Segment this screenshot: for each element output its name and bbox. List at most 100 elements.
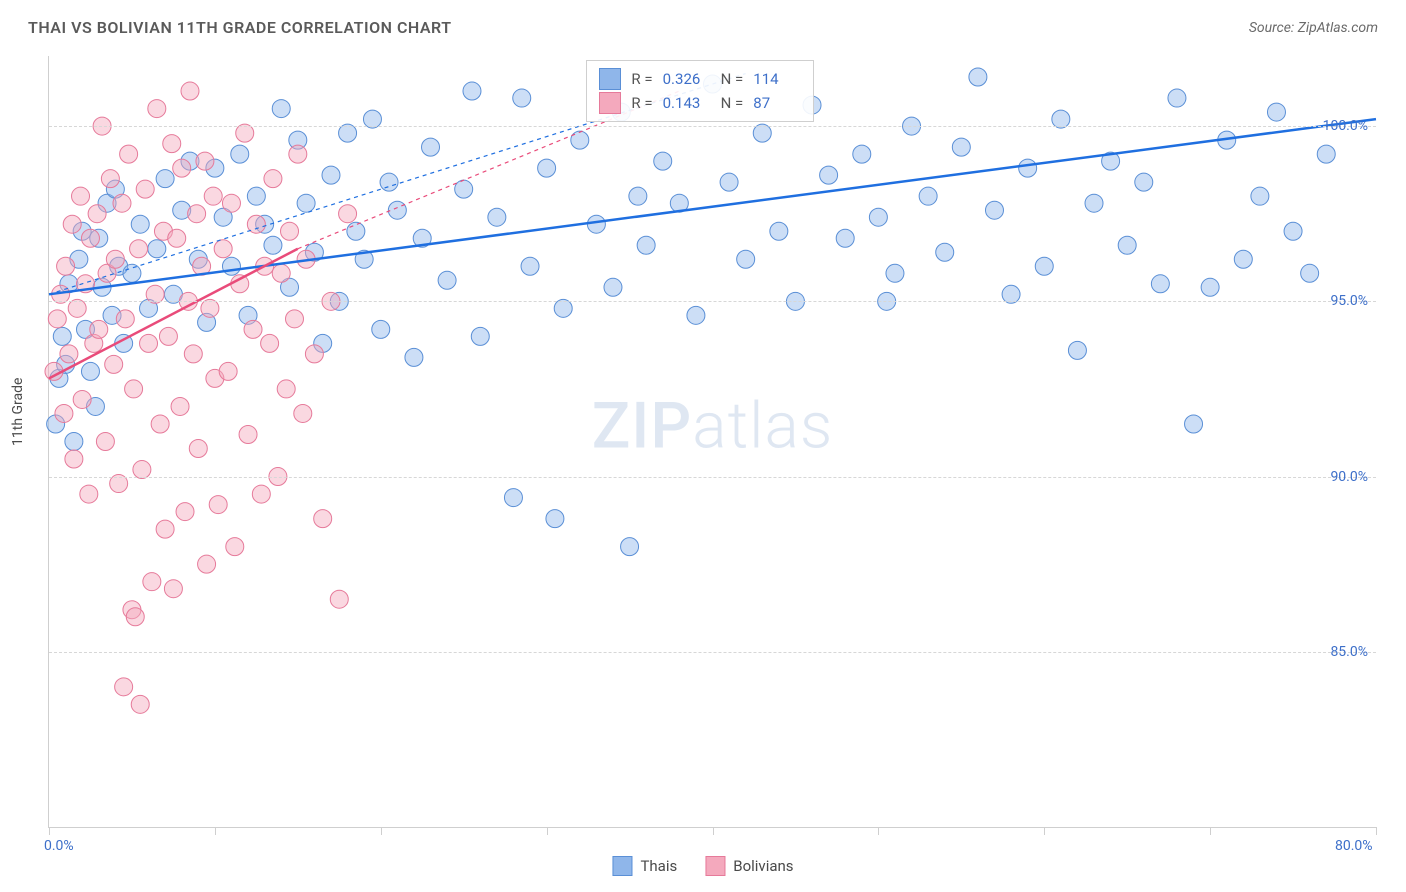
data-point [81,229,99,247]
data-point [1267,103,1285,121]
data-point [1284,222,1302,240]
data-point [405,348,423,366]
trend-line [49,249,298,379]
data-point [48,310,66,328]
data-point [63,215,81,233]
data-point [57,257,75,275]
data-point [126,608,144,626]
data-point [189,440,207,458]
data-point [513,89,531,107]
data-point [1251,187,1269,205]
data-point [504,489,522,507]
data-point [1118,236,1136,254]
data-point [571,131,589,149]
stat-n-label: N = [721,91,744,115]
stat-r-label: R = [631,67,652,91]
data-point [113,194,131,212]
data-point [131,695,149,713]
data-point [115,678,133,696]
stat-n-value: 114 [753,67,801,91]
data-point [1085,194,1103,212]
data-point [65,450,83,468]
x-tick [49,827,50,835]
y-tick-label: 85.0% [1330,644,1368,660]
data-point [88,205,106,223]
data-point [272,100,290,118]
data-point [222,257,240,275]
data-point [80,485,98,503]
data-point [438,271,456,289]
legend-item: Bolivians [705,856,793,876]
legend-item: Thais [612,856,677,876]
data-point [463,82,481,100]
data-point [621,538,639,556]
data-point [388,201,406,219]
data-point [219,362,237,380]
legend-swatch [599,68,621,90]
data-point [521,257,539,275]
gridline [49,301,1376,302]
x-axis-min-label: 0.0% [44,838,74,854]
data-point [985,201,1003,219]
data-point [272,264,290,282]
data-point [546,510,564,528]
data-point [148,100,166,118]
x-tick [547,827,548,835]
gridline [49,652,1376,653]
data-point [1019,159,1037,177]
data-point [60,345,78,363]
x-axis-max-label: 80.0% [1335,838,1373,854]
data-point [952,138,970,156]
data-point [1301,264,1319,282]
data-point [231,275,249,293]
legend-label: Bolivians [733,857,793,875]
trend-line [49,119,1376,294]
data-point [204,187,222,205]
data-point [455,180,473,198]
data-point [305,345,323,363]
data-point [198,555,216,573]
data-point [116,310,134,328]
data-point [196,152,214,170]
stat-r-value: 0.143 [663,91,711,115]
data-point [1234,250,1252,268]
data-point [53,327,71,345]
data-point [188,205,206,223]
y-axis-title: 11th Grade [10,378,26,446]
x-tick [215,827,216,835]
data-point [231,145,249,163]
y-tick-label: 95.0% [1330,293,1368,309]
data-point [140,334,158,352]
data-point [770,222,788,240]
data-point [181,82,199,100]
data-point [604,278,622,296]
data-point [136,180,154,198]
legend-label: Thais [640,857,677,875]
stat-r-value: 0.326 [663,67,711,91]
data-point [143,573,161,591]
data-point [297,194,315,212]
data-point [151,415,169,433]
data-point [247,187,265,205]
data-point [159,327,177,345]
data-point [264,236,282,254]
data-point [1185,415,1203,433]
data-point [1068,341,1086,359]
data-point [264,170,282,188]
data-point [281,222,299,240]
data-point [629,187,647,205]
data-point [488,208,506,226]
data-point [330,590,348,608]
data-point [156,520,174,538]
x-tick [1376,827,1377,835]
data-point [836,229,854,247]
data-point [314,510,332,528]
data-point [372,320,390,338]
legend-swatch [705,856,725,876]
data-point [294,404,312,422]
y-tick-label: 100.0% [1323,118,1368,134]
data-point [252,485,270,503]
data-point [72,187,90,205]
data-point [869,208,887,226]
data-point [853,145,871,163]
